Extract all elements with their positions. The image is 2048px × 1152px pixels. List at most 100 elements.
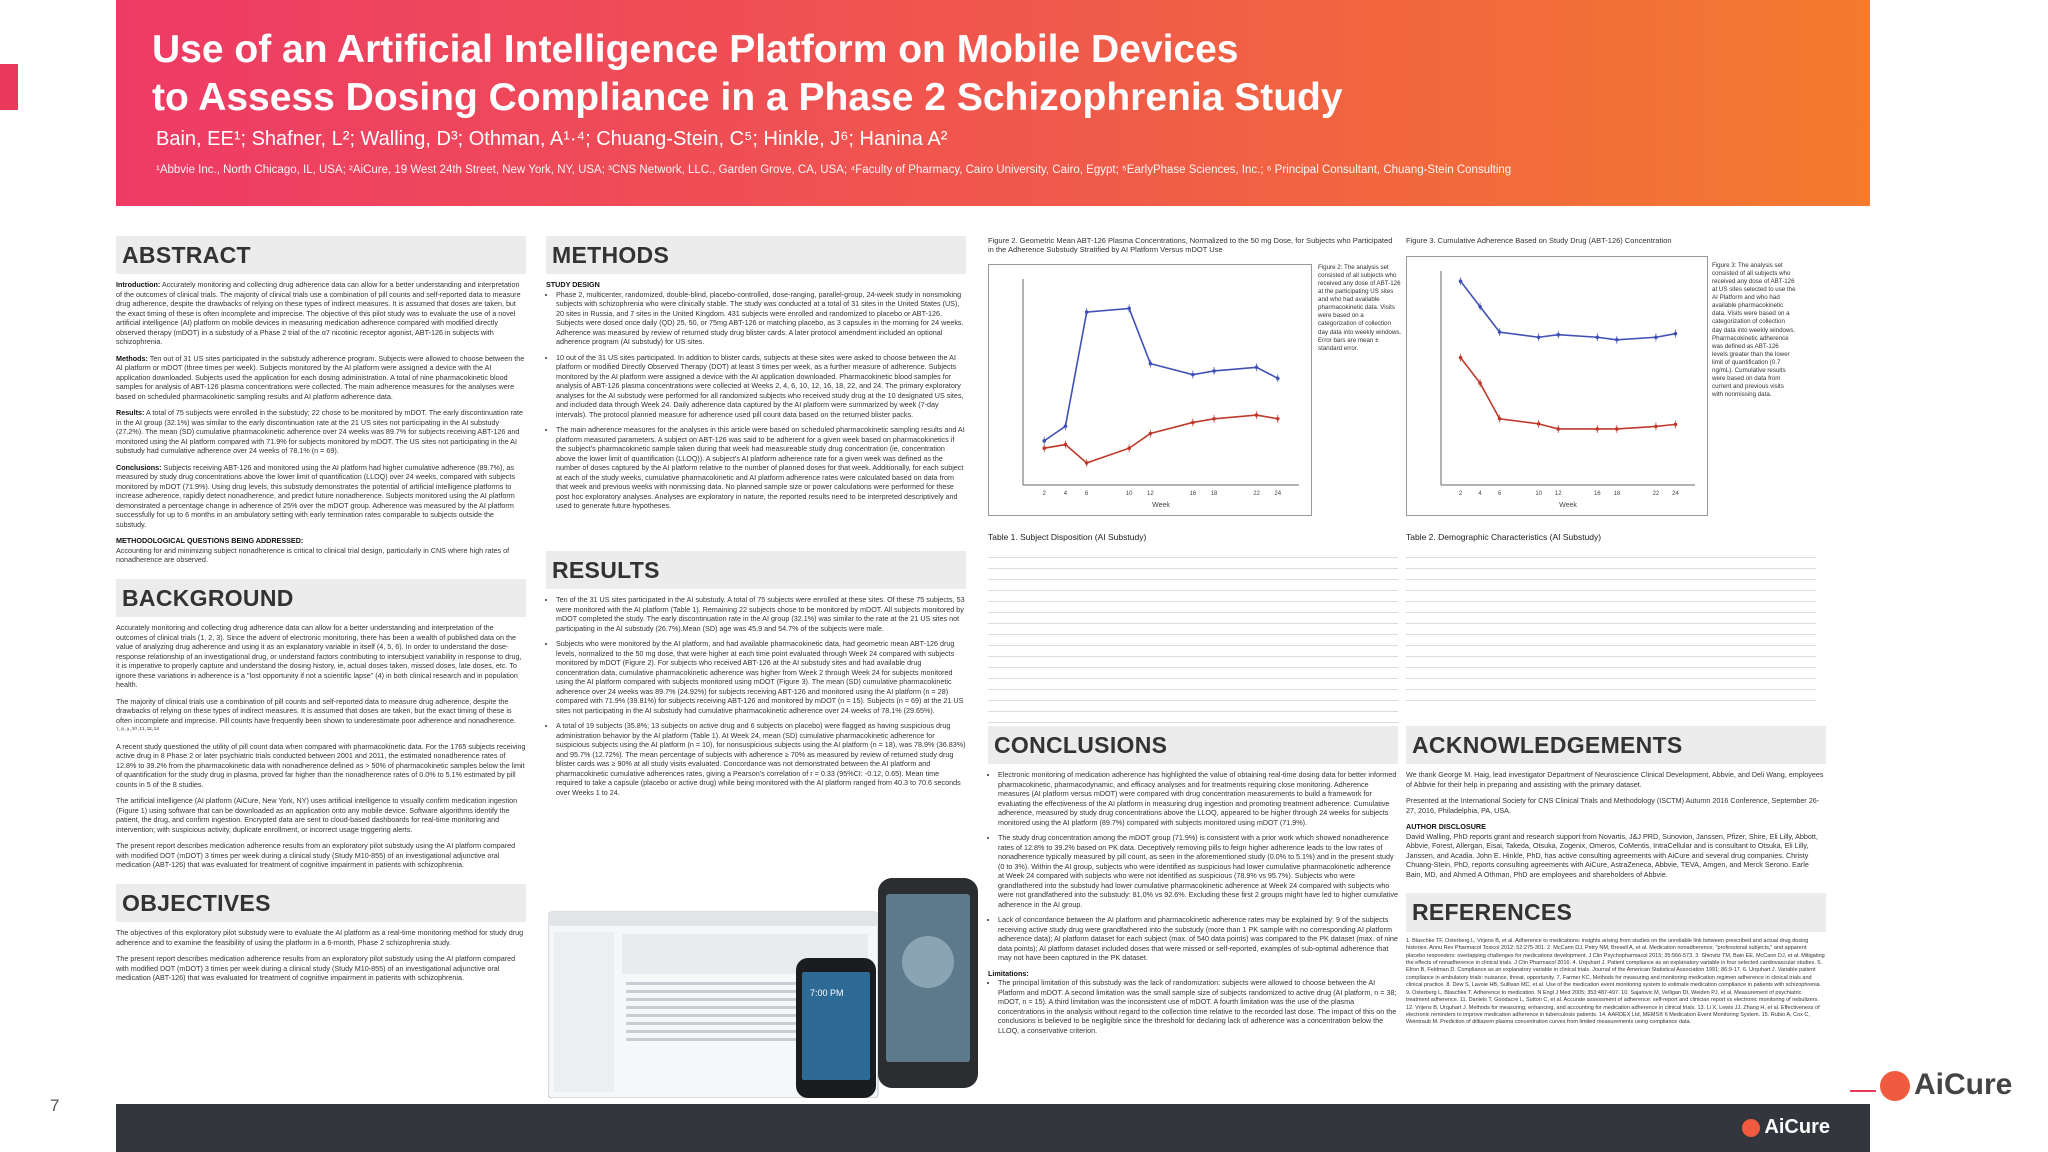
table-cell — [1124, 656, 1193, 669]
table-cell — [1698, 590, 1758, 603]
series-line-2 — [1044, 414, 1278, 464]
table-cell — [1056, 656, 1125, 669]
table-cell — [988, 590, 1057, 603]
table-cell — [1698, 656, 1758, 669]
table-cell — [1056, 667, 1125, 680]
column-4: Figure 3. Cumulative Adherence Based on … — [1406, 236, 1826, 249]
table-cell — [1640, 634, 1699, 647]
table-cell — [1124, 547, 1193, 559]
x-tick-label: 16 — [1190, 491, 1197, 497]
table-cell — [1698, 579, 1758, 592]
x-axis-label: Week — [1152, 502, 1170, 509]
table-cell — [1329, 557, 1398, 570]
table-row — [1406, 656, 1816, 669]
table-cell — [1523, 590, 1582, 603]
table-cell — [988, 557, 1057, 570]
results-list: Ten of the 31 US sites participated in t… — [546, 595, 966, 797]
conclusions-heading: CONCLUSIONS — [988, 726, 1398, 765]
table-2-title: Table 2. Demographic Characteristics (AI… — [1406, 532, 1602, 542]
table-cell — [1261, 568, 1330, 581]
table-cell — [1523, 557, 1582, 570]
column-3: Figure 2. Geometric Mean ABT-126 Plasma … — [988, 236, 1398, 259]
title-line-2: to Assess Dosing Compliance in a Phase 2… — [152, 76, 1343, 119]
table-cell — [1757, 667, 1816, 680]
abstract-heading: ABSTRACT — [116, 236, 526, 275]
background-heading: BACKGROUND — [116, 578, 526, 618]
table-cell — [1124, 557, 1193, 570]
disclosure-label: AUTHOR DISCLOSURE — [1406, 822, 1486, 832]
table-row — [988, 656, 1398, 669]
table-cell — [1523, 568, 1582, 581]
table-cell — [1329, 656, 1398, 669]
table-cell — [988, 579, 1057, 592]
table-row — [1406, 590, 1816, 603]
table-cell — [1406, 678, 1465, 691]
table-cell — [1640, 678, 1699, 691]
methods-item: Phase 2, multicenter, randomized, double… — [556, 290, 966, 347]
x-tick-label: 6 — [1085, 491, 1089, 497]
series-line-1 — [1459, 280, 1676, 341]
abstract-results: Results: A total of 75 subjects were enr… — [116, 408, 523, 456]
references-heading: REFERENCES — [1406, 893, 1826, 932]
table-row — [988, 689, 1398, 702]
table-cell — [1523, 678, 1582, 691]
table-cell — [1329, 623, 1398, 636]
table-cell — [1192, 590, 1262, 603]
column-1: ABSTRACT Introduction: Accurately monito… — [116, 236, 526, 990]
x-axis-label: Week — [1559, 502, 1577, 509]
abstract-mq: METHODOLOGICAL QUESTIONS BEING ADDRESSED… — [116, 536, 510, 565]
table-cell — [1406, 601, 1465, 614]
figure-3-title: Figure 3. Cumulative Adherence Based on … — [1406, 236, 1672, 245]
table-cell — [1640, 689, 1699, 702]
x-tick-label: 22 — [1653, 491, 1660, 497]
table-cell — [1757, 579, 1816, 592]
table-row — [988, 700, 1398, 713]
table-cell — [1757, 557, 1816, 570]
table-cell — [988, 656, 1057, 669]
table-cell — [1056, 678, 1125, 691]
ack-para: We thank George M. Haig, lead investigat… — [1406, 770, 1824, 789]
table-cell — [1464, 634, 1524, 647]
table-cell — [1523, 667, 1582, 680]
table-cell — [1261, 623, 1330, 636]
methods-heading: METHODS — [546, 236, 966, 275]
table-cell — [1464, 678, 1524, 691]
methods-list: Phase 2, multicenter, randomized, double… — [546, 290, 966, 511]
x-tick-label: 2 — [1043, 491, 1047, 497]
table-cell — [1523, 601, 1582, 614]
right-accent-line — [1850, 1090, 1876, 1092]
table-cell — [988, 568, 1057, 581]
table-cell — [1124, 590, 1193, 603]
table-cell — [1192, 656, 1262, 669]
table-cell — [1581, 678, 1641, 691]
table-cell — [1192, 547, 1262, 559]
table-cell — [1192, 601, 1262, 614]
table-cell — [1192, 579, 1262, 592]
poster-header: Use of an Artificial Intelligence Platfo… — [116, 0, 1870, 206]
table-row — [988, 711, 1398, 724]
column-2: METHODS STUDY DESIGN Phase 2, multicente… — [546, 236, 966, 803]
table-cell — [1056, 590, 1125, 603]
table-row — [988, 547, 1398, 559]
table-cell — [1698, 547, 1758, 559]
disclosure-text: David Walling, PhD reports grant and res… — [1406, 831, 1818, 879]
table-cell — [1056, 645, 1125, 658]
table-cell — [1056, 557, 1125, 570]
table-cell — [1640, 579, 1699, 592]
table-cell — [1261, 579, 1330, 592]
x-tick-label: 18 — [1211, 491, 1218, 497]
figure-3-chart: 2 4 6 10 12 16 18 22 24 Week — [1406, 256, 1708, 516]
table-cell — [1329, 634, 1398, 647]
ack-para: Presented at the International Society f… — [1406, 796, 1820, 815]
table-row — [1406, 645, 1816, 658]
poster-title: Use of an Artificial Intelligence Platfo… — [152, 26, 1652, 122]
table-row — [1406, 689, 1816, 702]
table-cell — [1464, 689, 1524, 702]
results-item: A total of 19 subjects (35.8%; 13 subjec… — [556, 721, 966, 797]
table-row — [1406, 678, 1816, 691]
conclusions-block: CONCLUSIONS Electronic monitoring of med… — [988, 726, 1398, 1041]
table-cell — [1056, 568, 1125, 581]
table-cell — [1124, 579, 1193, 592]
x-tick-label: 24 — [1672, 491, 1679, 497]
